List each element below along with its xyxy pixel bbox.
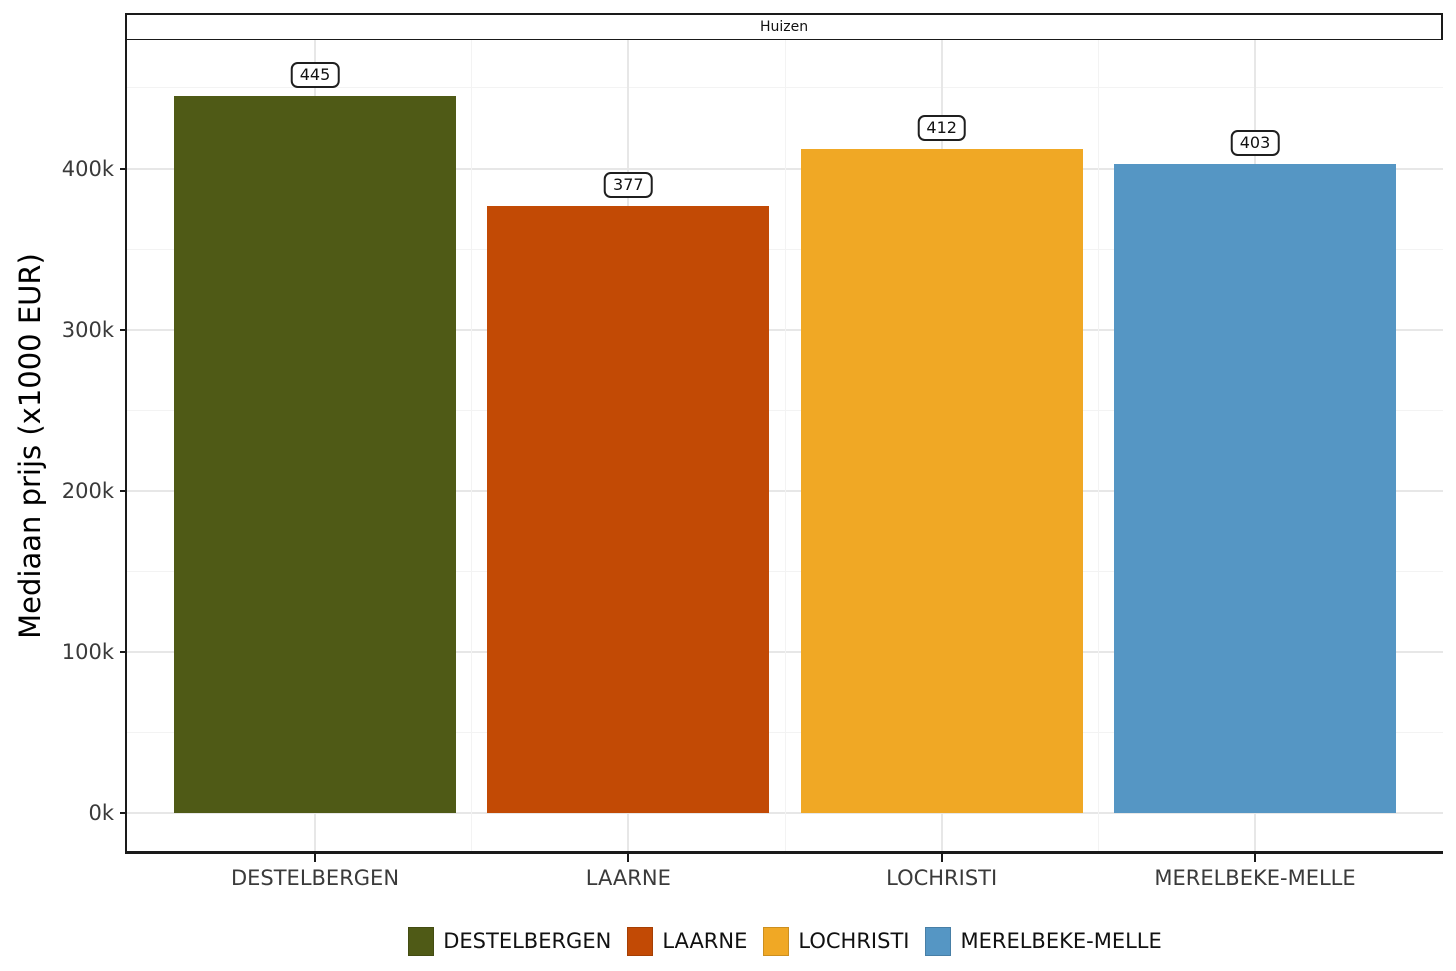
x-axis-spine bbox=[125, 851, 1443, 854]
x-tick-label: DESTELBERGEN bbox=[230, 866, 400, 890]
value-label: 445 bbox=[290, 62, 340, 88]
legend-swatch-icon bbox=[408, 926, 435, 956]
legend-item: LOCHRISTI bbox=[763, 926, 910, 956]
legend-label: MERELBEKE-MELLE bbox=[960, 929, 1162, 953]
y-axis-title: Mediaan prijs (x1000 EUR) bbox=[13, 253, 47, 639]
y-tick-label: 400k bbox=[61, 156, 114, 181]
x-axis: DESTELBERGEN LAARNE LOCHRISTI MERELBEKE-MEL… bbox=[127, 854, 1443, 900]
y-tick-mark bbox=[120, 328, 127, 331]
legend-label: LAARNE bbox=[662, 929, 748, 953]
x-tick-mark bbox=[1254, 854, 1256, 862]
facet-strip: Huizen bbox=[125, 13, 1443, 41]
y-tick-mark bbox=[120, 650, 127, 653]
x-tick-mark bbox=[627, 854, 630, 862]
value-label: 377 bbox=[604, 171, 653, 198]
bar-merelbeke-melle bbox=[1114, 163, 1396, 813]
bar-laarne bbox=[487, 205, 770, 813]
y-tick-mark bbox=[120, 167, 127, 170]
x-tick-mark bbox=[314, 854, 316, 862]
y-tick-label: 200k bbox=[61, 478, 114, 503]
plot-panel: 445 377 412 403 bbox=[127, 40, 1443, 853]
legend-item: LAARNE bbox=[627, 926, 748, 956]
legend-swatch-icon bbox=[627, 926, 654, 956]
legend-swatch-icon bbox=[763, 926, 790, 956]
y-tick-mark bbox=[120, 489, 127, 492]
legend-label: DESTELBERGEN bbox=[443, 929, 612, 953]
gridline-v-minor bbox=[1097, 40, 1099, 853]
y-axis-spine bbox=[125, 40, 127, 854]
legend: DESTELBERGEN LAARNE LOCHRISTI MERELBEKE-MEL… bbox=[127, 918, 1443, 964]
y-tick-mark bbox=[120, 812, 127, 814]
facet-title: Huizen bbox=[759, 19, 809, 35]
bar-destelbergen bbox=[174, 96, 456, 813]
x-tick-label: LAARNE bbox=[585, 866, 671, 890]
x-tick-mark bbox=[940, 854, 943, 862]
x-tick-label: LOCHRISTI bbox=[886, 866, 998, 890]
y-tick-label: 300k bbox=[61, 317, 114, 342]
gridline-v-minor bbox=[784, 40, 786, 853]
legend-item: MERELBEKE-MELLE bbox=[925, 926, 1162, 956]
x-tick-label: MERELBEKE-MELLE bbox=[1154, 866, 1356, 890]
value-label: 412 bbox=[917, 115, 966, 142]
legend-label: LOCHRISTI bbox=[798, 929, 910, 953]
value-label: 403 bbox=[1230, 129, 1280, 156]
gridline-v-minor bbox=[471, 40, 473, 853]
y-tick-label: 0k bbox=[88, 801, 114, 825]
legend-swatch-icon bbox=[925, 926, 952, 956]
bar-lochristi bbox=[800, 149, 1083, 813]
y-tick-label: 100k bbox=[61, 639, 114, 664]
legend-item: DESTELBERGEN bbox=[408, 926, 612, 956]
y-axis: 0k 100k 200k 300k 400k bbox=[0, 40, 127, 853]
